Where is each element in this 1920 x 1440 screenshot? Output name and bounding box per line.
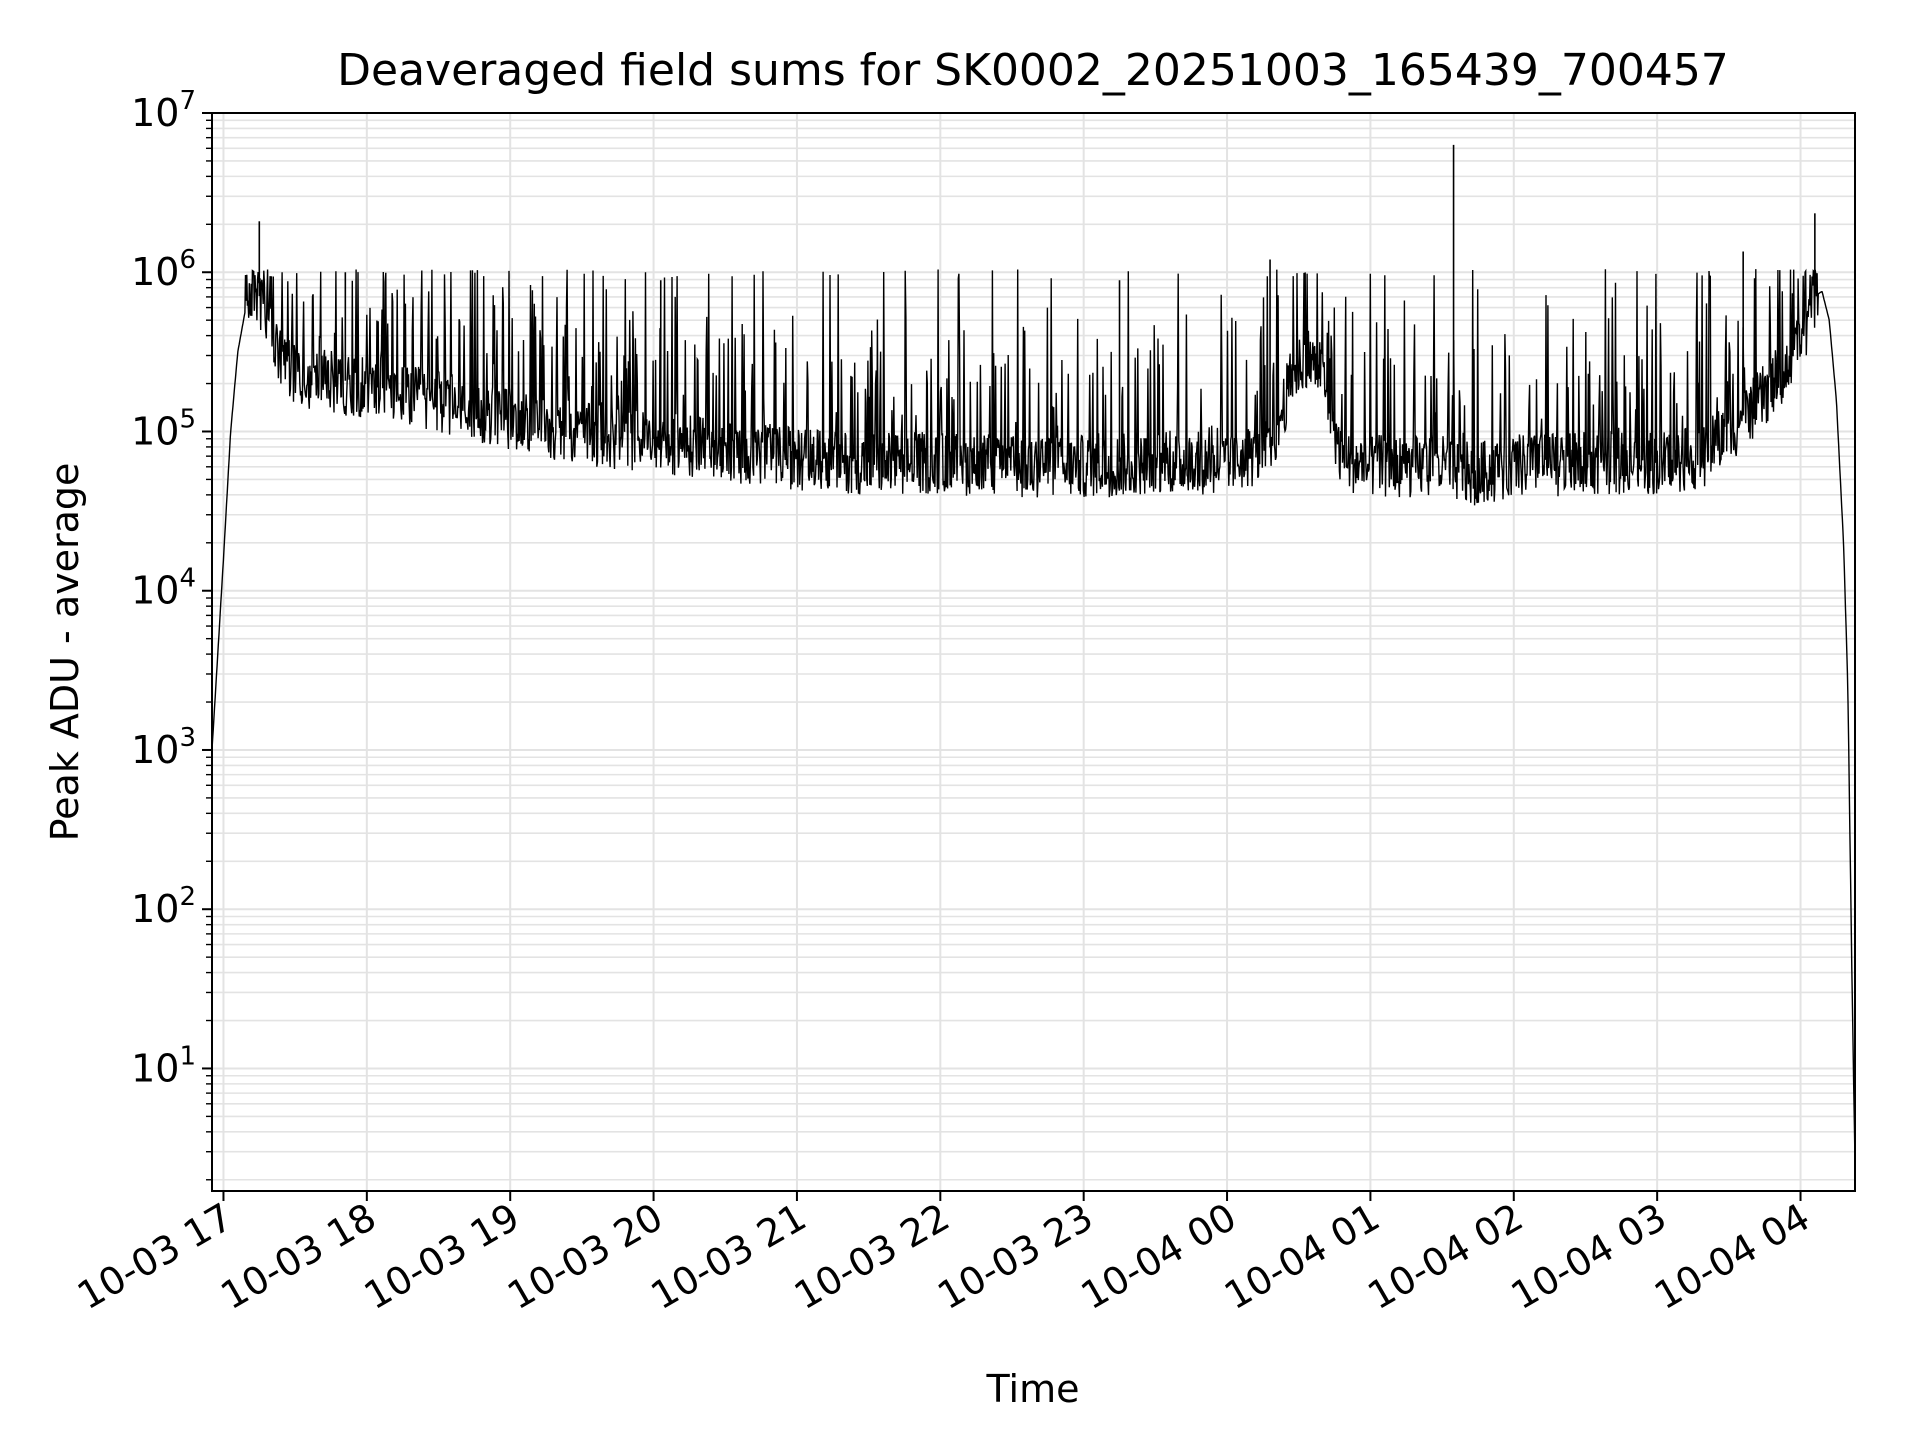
y-tick-label: 104	[131, 564, 196, 613]
y-tick-label: 107	[131, 86, 196, 135]
plot-frame	[211, 112, 1856, 1192]
y-tick-label: 105	[131, 404, 196, 453]
series-layer	[211, 144, 1856, 1165]
y-tick-label: 106	[131, 245, 196, 294]
x-axis-label: Time	[986, 1367, 1080, 1411]
chart-title: Deaveraged field sums for SK0002_2025100…	[337, 45, 1729, 96]
grid-layer	[212, 112, 1855, 1191]
y-tick-label: 102	[131, 882, 196, 931]
y-axis: 101 102 103 104 105 106 107	[131, 86, 212, 1181]
series-line	[211, 268, 1856, 1165]
y-tick-label: 103	[131, 723, 196, 772]
y-tick-label: 101	[131, 1041, 196, 1090]
y-axis-label: Peak ADU - average	[43, 463, 87, 842]
